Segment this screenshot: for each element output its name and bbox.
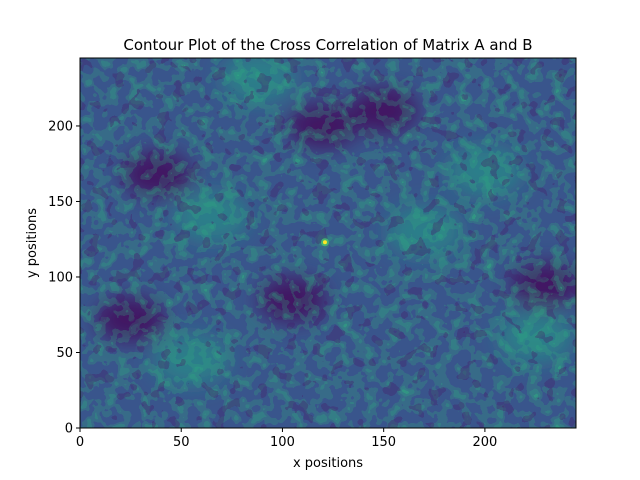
plot-area	[80, 58, 576, 428]
y-axis: 0 50 100 150 200	[48, 119, 80, 437]
y-tick-label: 200	[48, 119, 73, 134]
plot-frame	[79, 57, 577, 429]
y-axis-label: y positions	[25, 208, 40, 278]
x-axis: 0 50 100 150 200	[76, 428, 497, 450]
y-tick-label: 50	[56, 346, 73, 361]
x-tick-label: 0	[76, 435, 84, 450]
y-tick-label: 0	[65, 422, 73, 437]
peak-layer	[320, 238, 329, 247]
peak-point	[322, 240, 327, 245]
y-tick-label: 150	[48, 195, 73, 210]
chart-title: Contour Plot of the Cross Correlation of…	[123, 36, 532, 54]
x-tick-label: 50	[173, 435, 190, 450]
x-tick-label: 150	[371, 435, 396, 450]
y-tick-label: 100	[48, 270, 73, 285]
x-tick-label: 200	[472, 435, 497, 450]
x-axis-label: x positions	[293, 456, 363, 471]
x-tick-label: 100	[270, 435, 295, 450]
